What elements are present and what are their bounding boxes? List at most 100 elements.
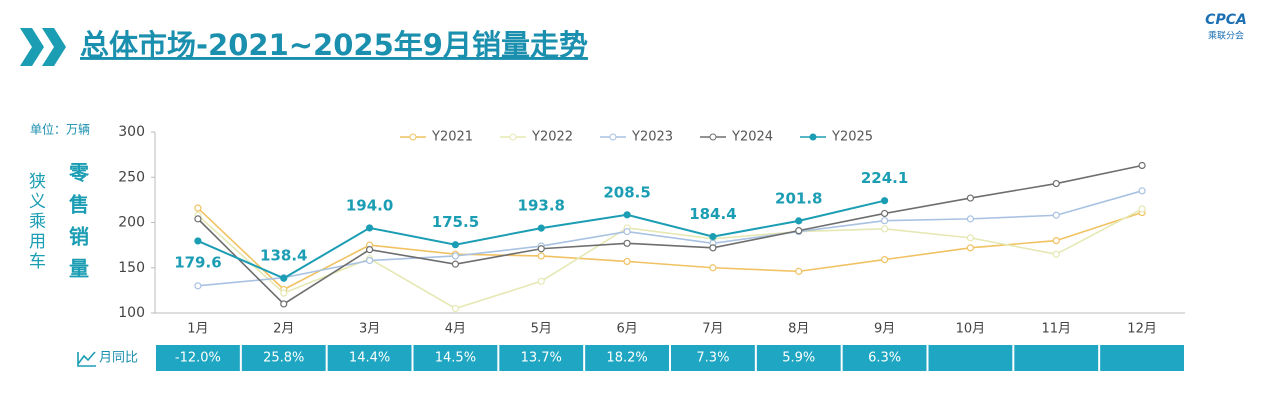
data-point: [537, 224, 545, 232]
legend-marker: [609, 133, 617, 141]
data-point: [451, 260, 460, 268]
side-label: 狭义乘用车: [25, 172, 46, 272]
data-label: 193.8: [518, 197, 565, 215]
x-tick-label: 11月: [1041, 322, 1071, 337]
table-cell-text: 5.9%: [782, 351, 815, 366]
data-point: [623, 239, 631, 247]
x-tick-label: 1月: [187, 322, 208, 337]
data-point: [451, 241, 460, 249]
title-icon: [20, 28, 66, 66]
data-point: [1052, 179, 1060, 188]
data-label: 138.4: [260, 247, 307, 265]
y-tick-label: 200: [118, 215, 145, 231]
row-label: 月同比: [99, 351, 138, 366]
data-label: 184.4: [689, 205, 736, 223]
legend-marker: [509, 133, 517, 141]
data-point: [880, 197, 889, 205]
table-cell: [1014, 345, 1099, 371]
data-label: 208.5: [603, 183, 650, 201]
y-tick-label: 100: [118, 305, 145, 321]
data-point: [880, 256, 889, 264]
logo-subtitle: 乘联分会: [1208, 30, 1244, 42]
data-point: [365, 256, 374, 265]
data-point: [709, 244, 717, 252]
data-point: [795, 217, 803, 225]
logo: CPCA: [1205, 12, 1247, 28]
table-cell: [241, 345, 326, 371]
data-point: [880, 209, 889, 218]
table-cell: [499, 345, 584, 371]
legend-marker: [809, 133, 817, 141]
x-tick-label: 7月: [702, 322, 723, 337]
data-point: [1052, 237, 1060, 245]
table-cell-text: 6.3%: [868, 351, 901, 366]
data-point: [1052, 250, 1060, 258]
data-point: [966, 244, 975, 252]
table-cell: [1100, 345, 1184, 371]
chart-title: 总体市场-2021~2025年9月销量走势: [80, 28, 588, 62]
unit-label: 单位：万辆: [30, 122, 90, 137]
data-point: [709, 264, 717, 272]
table-cell: [327, 345, 412, 371]
data-point: [537, 245, 545, 253]
data-point: [1138, 161, 1146, 170]
x-tick-label: 3月: [359, 322, 380, 337]
data-point: [451, 304, 460, 313]
data-point: [966, 194, 975, 202]
series-line: [197, 207, 1143, 291]
data-point: [1138, 205, 1146, 213]
data-point: [365, 224, 374, 232]
data-point: [966, 215, 975, 223]
table-cell-text: 7.3%: [696, 351, 729, 366]
data-point: [537, 252, 545, 260]
data-point: [709, 233, 717, 241]
table-cell: [842, 345, 927, 371]
data-point: [537, 277, 545, 285]
legend-label: Y2023: [631, 130, 673, 145]
table-cell-text: 25.8%: [263, 351, 304, 366]
legend-marker: [709, 133, 717, 141]
table-cell-text: 14.5%: [435, 351, 476, 366]
data-label: 201.8: [775, 189, 822, 207]
legend-label: Y2021: [431, 130, 473, 145]
data-point: [795, 227, 803, 235]
x-tick-label: 9月: [874, 322, 895, 337]
data-point: [280, 289, 288, 297]
y-tick-label: 250: [118, 169, 145, 185]
data-point: [194, 215, 202, 223]
row-icon: [77, 351, 96, 367]
x-tick-label: 2月: [273, 322, 294, 337]
table-cell: [756, 345, 841, 371]
data-point: [1138, 187, 1146, 195]
series-line: [197, 164, 1143, 305]
data-point: [365, 246, 374, 254]
data-label: 194.0: [346, 196, 393, 214]
table-cell: [928, 345, 1013, 371]
data-point: [194, 204, 202, 212]
table-cell: [585, 345, 669, 371]
data-point: [1052, 211, 1060, 219]
data-label: 224.1: [861, 169, 908, 187]
legend-label: Y2025: [831, 130, 873, 145]
x-tick-label: 5月: [531, 322, 552, 337]
table-cell: [671, 345, 755, 371]
data-point: [880, 225, 889, 233]
legend-marker: [409, 133, 417, 141]
table-cell-text: 14.4%: [349, 351, 390, 366]
x-tick-label: 8月: [788, 322, 809, 337]
series-line: [197, 190, 1143, 287]
table-cell-text: -12.0%: [175, 351, 221, 366]
data-point: [451, 252, 460, 260]
data-point: [194, 282, 202, 290]
legend-label: Y2024: [731, 130, 773, 145]
data-label: 175.5: [432, 213, 479, 231]
series-line: [197, 208, 1143, 310]
y-tick-label: 150: [118, 260, 145, 276]
data-point: [280, 300, 288, 308]
data-point: [623, 211, 631, 219]
x-tick-label: 6月: [616, 322, 637, 337]
legend-label: Y2022: [531, 130, 573, 145]
data-point: [623, 257, 631, 266]
